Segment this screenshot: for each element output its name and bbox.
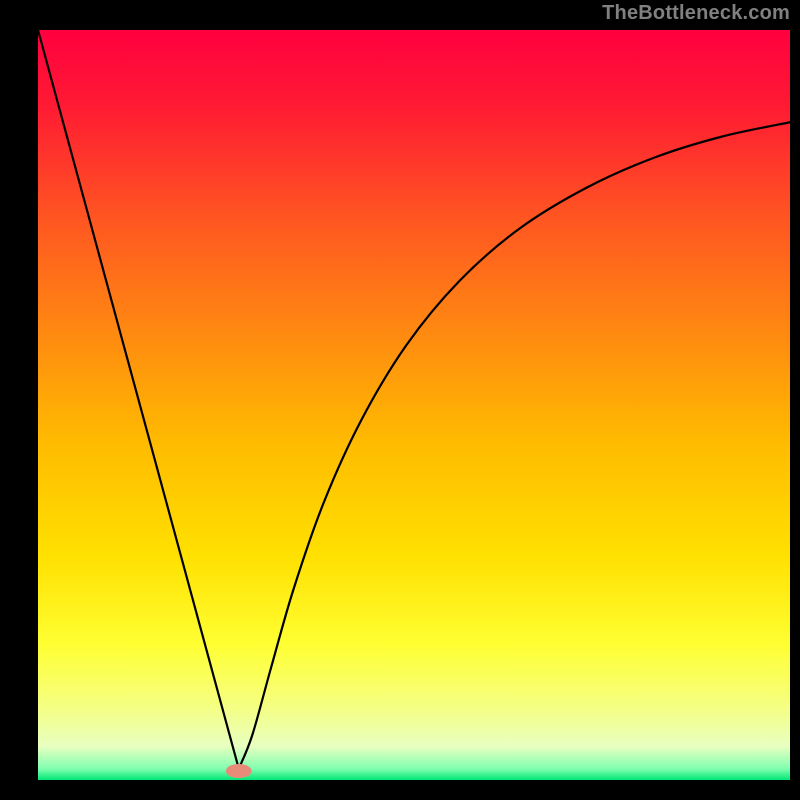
plot-gradient-background [38, 30, 790, 780]
chart-svg [0, 0, 800, 800]
chart-outer-border [0, 0, 800, 800]
watermark-text: TheBottleneck.com [602, 2, 790, 25]
minimum-marker [226, 764, 252, 778]
